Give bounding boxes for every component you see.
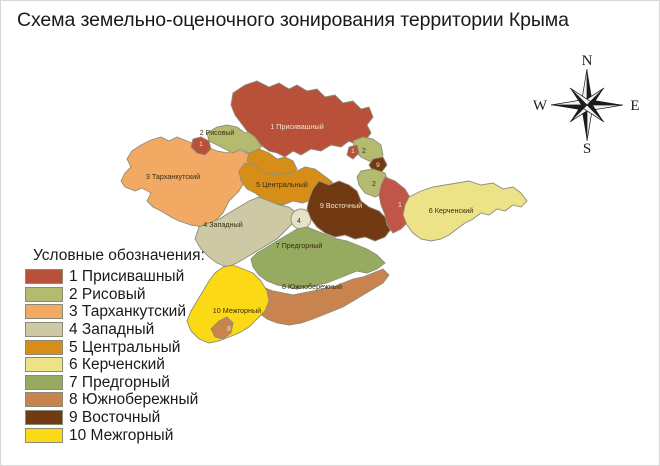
compass-point-nw-dark: [570, 88, 587, 109]
legend-swatch: [25, 339, 63, 355]
legend-title: Условные обозначения:: [33, 247, 205, 264]
map-zone-label: 5 Центральный: [256, 180, 308, 189]
zone-7-predgornyi: [250, 226, 386, 290]
legend-item[interactable]: 10 Межгорный: [25, 426, 205, 444]
zone-8-yuzhnoberezhnyi: [246, 268, 390, 326]
map-zone-label: 1: [199, 141, 203, 148]
map-zone-label: 4 Западный: [203, 220, 243, 229]
legend-item[interactable]: 4 Западный: [25, 321, 205, 339]
legend-swatch: [25, 410, 63, 426]
legend-item[interactable]: 6 Керченский: [25, 356, 205, 374]
compass-label-west: W: [533, 98, 548, 114]
legend-item[interactable]: 2 Рисовый: [25, 286, 205, 304]
map-zone-label: 2: [362, 148, 366, 155]
map-zone-label: 1 Присивашный: [270, 122, 323, 131]
compass-label-north: N: [582, 53, 593, 69]
map-canvas: 1 Присивашный 2 Рисовый 1 3 Тарханкутский 5 …: [1, 41, 660, 381]
legend-swatch: [25, 269, 63, 285]
legend-item[interactable]: 3 Тарханкутский: [25, 303, 205, 321]
map-zone-label: 1: [398, 202, 402, 209]
map-zone-label: 4: [297, 218, 301, 225]
compass-rose: N S E W: [529, 49, 645, 161]
legend-label: 4 Западный: [69, 321, 155, 339]
legend-item[interactable]: 8 Южнобережный: [25, 391, 205, 409]
legend-swatch: [25, 286, 63, 302]
map-zone-label: 9: [376, 162, 380, 169]
compass-label-south: S: [583, 141, 591, 157]
map-zone-label: 3 Тарханкутский: [146, 172, 200, 181]
map-zone-label: 1: [351, 148, 355, 155]
legend-label: 9 Восточный: [69, 409, 161, 427]
legend-label: 10 Межгорный: [69, 426, 174, 444]
compass-point-se-dark: [587, 101, 604, 122]
legend-swatch: [25, 357, 63, 373]
zone-4-zapadnyi: [194, 196, 298, 268]
legend-swatch: [25, 322, 63, 338]
legend: Условные обозначения: 1 Присивашный 2 Рис…: [25, 247, 205, 444]
legend-label: 6 Керченский: [69, 356, 165, 374]
compass-label-east: E: [630, 98, 639, 114]
compass-point-nw: [569, 87, 592, 106]
legend-item[interactable]: 1 Присивашный: [25, 268, 205, 286]
compass-rose-svg: N S E W: [533, 53, 640, 157]
map-zone-label: 2: [372, 181, 376, 188]
legend-swatch: [25, 304, 63, 320]
map-zone-label: 7 Предгорный: [276, 241, 323, 250]
map-zone-label: 10 Межгорный: [213, 306, 261, 315]
zone-1-enclave-nw: [190, 136, 212, 156]
page-title: Схема земельно-оценочного зонирования те…: [17, 9, 569, 31]
map-zone-label: 6 Керченский: [429, 206, 474, 215]
legend-label: 5 Центральный: [69, 338, 181, 356]
legend-item[interactable]: 7 Предгорный: [25, 374, 205, 392]
map-zone-label: 9 Восточный: [320, 201, 362, 210]
map-labels-group: 1 Присивашный 2 Рисовый 1 3 Тарханкутский 5 …: [146, 122, 473, 333]
legend-label: 7 Предгорный: [69, 373, 170, 391]
legend-label: 1 Присивашный: [69, 268, 185, 286]
legend-rows: 1 Присивашный 2 Рисовый 3 Тарханкутский 4 З…: [25, 268, 205, 444]
legend-swatch: [25, 427, 63, 443]
legend-swatch: [25, 374, 63, 390]
zone-6-kerchenskiy: [402, 180, 528, 242]
legend-item[interactable]: 5 Центральный: [25, 338, 205, 356]
crimea-map-svg: 1 Присивашный 2 Рисовый 1 3 Тарханкутский 5 …: [120, 80, 528, 344]
legend-item[interactable]: 9 Восточный: [25, 409, 205, 427]
legend-label: 3 Тарханкутский: [69, 303, 186, 321]
compass-point-east-dark: [587, 99, 623, 105]
legend-label: 2 Рисовый: [69, 285, 146, 303]
map-zone-label: 8: [227, 326, 231, 333]
map-zone-label: 2 Рисовый: [200, 129, 235, 137]
zone-1-enclave-ne: [346, 144, 360, 160]
zone-8-southwest-sliver: [210, 316, 234, 340]
zone-10-mezhgornyi: [186, 264, 270, 344]
zone-9-vostochnyi: [306, 180, 392, 242]
map-zone-label: 8 Южнобережный: [282, 282, 342, 291]
legend-swatch: [25, 392, 63, 408]
compass-point-west-dark: [551, 105, 587, 111]
legend-label: 8 Южнобережный: [69, 391, 199, 409]
